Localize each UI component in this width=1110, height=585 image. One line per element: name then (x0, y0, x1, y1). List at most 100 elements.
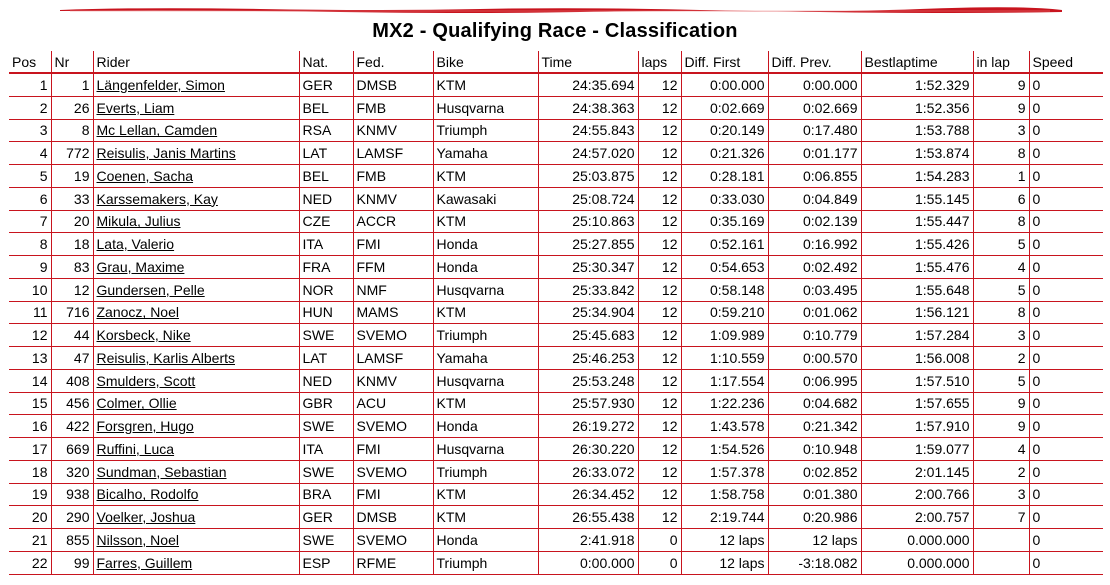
cell-diff-prev: 0:02.139 (767, 210, 861, 234)
cell-time: 24:35.694 (537, 73, 638, 97)
rider-link[interactable]: Colmer, Ollie (96, 395, 177, 412)
rider-link[interactable]: Mikula, Julius (96, 213, 181, 230)
cell-nr: 12 (50, 278, 93, 302)
table-row: 7 20 Mikula, Julius CZE ACCR KTM 25:10.863 12 0:… (9, 210, 1103, 234)
cell-in-lap: 8 (972, 210, 1029, 234)
cell-nr: 408 (50, 369, 93, 393)
cell-bike: KTM (432, 301, 538, 325)
cell-diff-prev: 0:02.669 (767, 96, 861, 120)
cell-speed: 0 (1028, 346, 1103, 370)
table-row: 14 408 Smulders, Scott NED KNMV Husqvarna 25:5… (9, 369, 1103, 393)
table-row: 18 320 Sundman, Sebastian SWE SVEMO Triumph 26… (9, 460, 1103, 484)
rider-link[interactable]: Coenen, Sacha (96, 167, 194, 184)
cell-nat: GER (298, 73, 353, 97)
rider-link[interactable]: Forsgren, Hugo (96, 418, 194, 435)
cell-pos: 15 (9, 392, 51, 416)
cell-diff-first: 1:17.554 (680, 369, 768, 393)
cell-nat: NED (298, 187, 353, 211)
cell-nr: 716 (50, 301, 93, 325)
cell-time: 25:10.863 (537, 210, 638, 234)
cell-time: 26:30.220 (537, 437, 638, 461)
cell-nr: 422 (50, 414, 93, 438)
rider-link[interactable]: Gundersen, Pelle (96, 281, 205, 298)
cell-bike: KTM (432, 210, 538, 234)
cell-time: 25:46.253 (537, 346, 638, 370)
cell-speed: 0 (1028, 164, 1103, 188)
page-title: MX2 - Qualifying Race - Classification (372, 20, 738, 42)
rider-link[interactable]: Lata, Valerio (96, 236, 175, 253)
cell-laps: 12 (637, 346, 681, 370)
cell-bestlaptime: 1:57.510 (860, 369, 973, 393)
rider-link[interactable]: Ruffini, Luca (96, 440, 175, 457)
cell-diff-first: 12 laps (680, 528, 768, 552)
cell-bestlaptime: 1:56.008 (860, 346, 973, 370)
cell-fed: LAMSF (352, 346, 433, 370)
rider-link[interactable]: Bicalho, Rodolfo (96, 486, 199, 503)
rider-link[interactable]: Längenfelder, Simon (96, 76, 225, 93)
cell-speed: 0 (1028, 369, 1103, 393)
cell-rider: Sundman, Sebastian (92, 460, 299, 484)
table-row: 12 44 Korsbeck, Nike SWE SVEMO Triumph 25:45.6… (9, 323, 1103, 347)
cell-rider: Längenfelder, Simon (92, 73, 299, 97)
cell-pos: 21 (9, 528, 51, 552)
cell-laps: 12 (637, 437, 681, 461)
rider-link[interactable]: Smulders, Scott (96, 372, 196, 389)
col-header-time: Time (537, 51, 638, 74)
cell-nr: 19 (50, 164, 93, 188)
table-header-row: Pos Nr Rider Nat. Fed. Bike Time laps Di… (9, 51, 1103, 74)
cell-nat: BRA (298, 483, 353, 507)
rider-link[interactable]: Zanocz, Noel (96, 304, 179, 321)
rider-link[interactable]: Mc Lellan, Camden (96, 122, 218, 139)
col-header-diff-prev: Diff. Prev. (767, 51, 861, 74)
cell-rider: Voelker, Joshua (92, 505, 299, 529)
cell-bestlaptime: 1:53.874 (860, 141, 973, 165)
cell-time: 0:00.000 (537, 551, 638, 575)
cell-pos: 2 (9, 96, 51, 120)
cell-diff-first: 0:21.326 (680, 141, 768, 165)
cell-fed: DMSB (352, 73, 433, 97)
table-row: 19 938 Bicalho, Rodolfo BRA FMI KTM 26:34.452 1… (9, 483, 1103, 507)
cell-nat: SWE (298, 460, 353, 484)
cell-in-lap: 7 (972, 505, 1029, 529)
col-header-bestlaptime: Bestlaptime (860, 51, 973, 74)
cell-diff-prev: 0:01.380 (767, 483, 861, 507)
cell-time: 25:33.842 (537, 278, 638, 302)
cell-nat: GBR (298, 392, 353, 416)
cell-diff-prev: 0:21.342 (767, 414, 861, 438)
rider-link[interactable]: Nilsson, Noel (96, 531, 179, 548)
cell-diff-first: 12 laps (680, 551, 768, 575)
col-header-speed: Speed (1028, 51, 1103, 74)
cell-rider: Nilsson, Noel (92, 528, 299, 552)
cell-nr: 44 (50, 323, 93, 347)
cell-time: 25:08.724 (537, 187, 638, 211)
cell-speed: 0 (1028, 505, 1103, 529)
cell-speed: 0 (1028, 323, 1103, 347)
rider-link[interactable]: Everts, Liam (96, 99, 175, 116)
rider-link[interactable]: Voelker, Joshua (96, 509, 196, 526)
rider-link[interactable]: Korsbeck, Nike (96, 327, 191, 344)
cell-diff-first: 0:02.669 (680, 96, 768, 120)
cell-speed: 0 (1028, 141, 1103, 165)
cell-diff-first: 0:20.149 (680, 119, 768, 143)
cell-time: 25:30.347 (537, 255, 638, 279)
rider-link[interactable]: Grau, Maxime (96, 258, 185, 275)
cell-diff-first: 0:33.030 (680, 187, 768, 211)
cell-nat: ESP (298, 551, 353, 575)
cell-rider: Mikula, Julius (92, 210, 299, 234)
rider-link[interactable]: Reisulis, Janis Martins (96, 145, 236, 162)
cell-in-lap: 3 (972, 323, 1029, 347)
cell-rider: Reisulis, Karlis Alberts (92, 346, 299, 370)
rider-link[interactable]: Sundman, Sebastian (96, 463, 227, 480)
cell-time: 26:34.452 (537, 483, 638, 507)
cell-fed: ACU (352, 392, 433, 416)
cell-nr: 47 (50, 346, 93, 370)
cell-in-lap: 5 (972, 278, 1029, 302)
cell-rider: Grau, Maxime (92, 255, 299, 279)
cell-bestlaptime: 1:52.329 (860, 73, 973, 97)
rider-link[interactable]: Farres, Guillem (96, 554, 193, 571)
cell-rider: Korsbeck, Nike (92, 323, 299, 347)
cell-bestlaptime: 0.000.000 (860, 528, 973, 552)
rider-link[interactable]: Karssemakers, Kay (96, 190, 218, 207)
rider-link[interactable]: Reisulis, Karlis Alberts (96, 349, 236, 366)
cell-fed: KNMV (352, 119, 433, 143)
